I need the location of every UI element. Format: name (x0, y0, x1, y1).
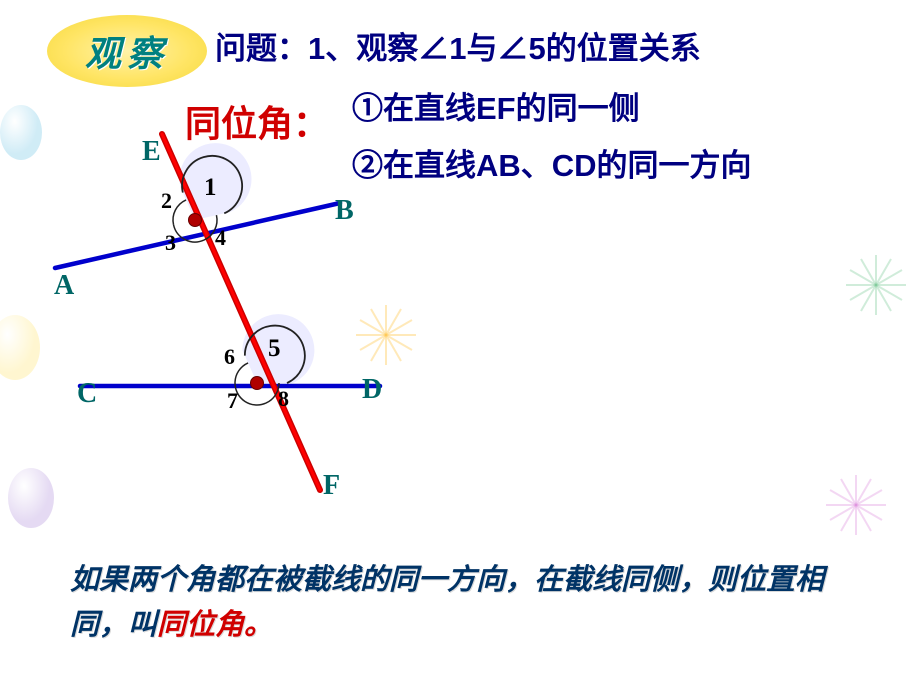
observe-badge: 观察 (47, 15, 207, 87)
label-B: B (335, 195, 354, 227)
label-C: C (77, 378, 97, 410)
angle-5: 5 (268, 335, 281, 363)
observe-badge-text: 观察 (85, 25, 169, 77)
angle-3: 3 (165, 230, 176, 256)
label-E: E (142, 136, 161, 168)
angle-4: 4 (215, 225, 226, 251)
diagram-svg (40, 130, 460, 510)
label-A: A (54, 270, 74, 302)
angle-1: 1 (204, 174, 217, 202)
label-D: D (362, 374, 382, 406)
angle-7: 7 (227, 388, 238, 414)
definition-text: 如果两个角都在被截线的同一方向，在截线同侧，则位置相同，叫同位角。 (70, 558, 850, 648)
angle-diagram: E B A C D F 1 2 3 4 5 6 7 8 (40, 130, 460, 510)
question-text: 问题：1、观察∠1与∠5的位置关系 (215, 23, 701, 68)
angle-8: 8 (278, 386, 289, 412)
label-F: F (323, 470, 340, 502)
condition-1: ①在直线EF的同一侧 (352, 83, 640, 128)
definition-keyword: 同位角。 (157, 609, 273, 641)
angle-2: 2 (161, 188, 172, 214)
angle-6: 6 (224, 344, 235, 370)
